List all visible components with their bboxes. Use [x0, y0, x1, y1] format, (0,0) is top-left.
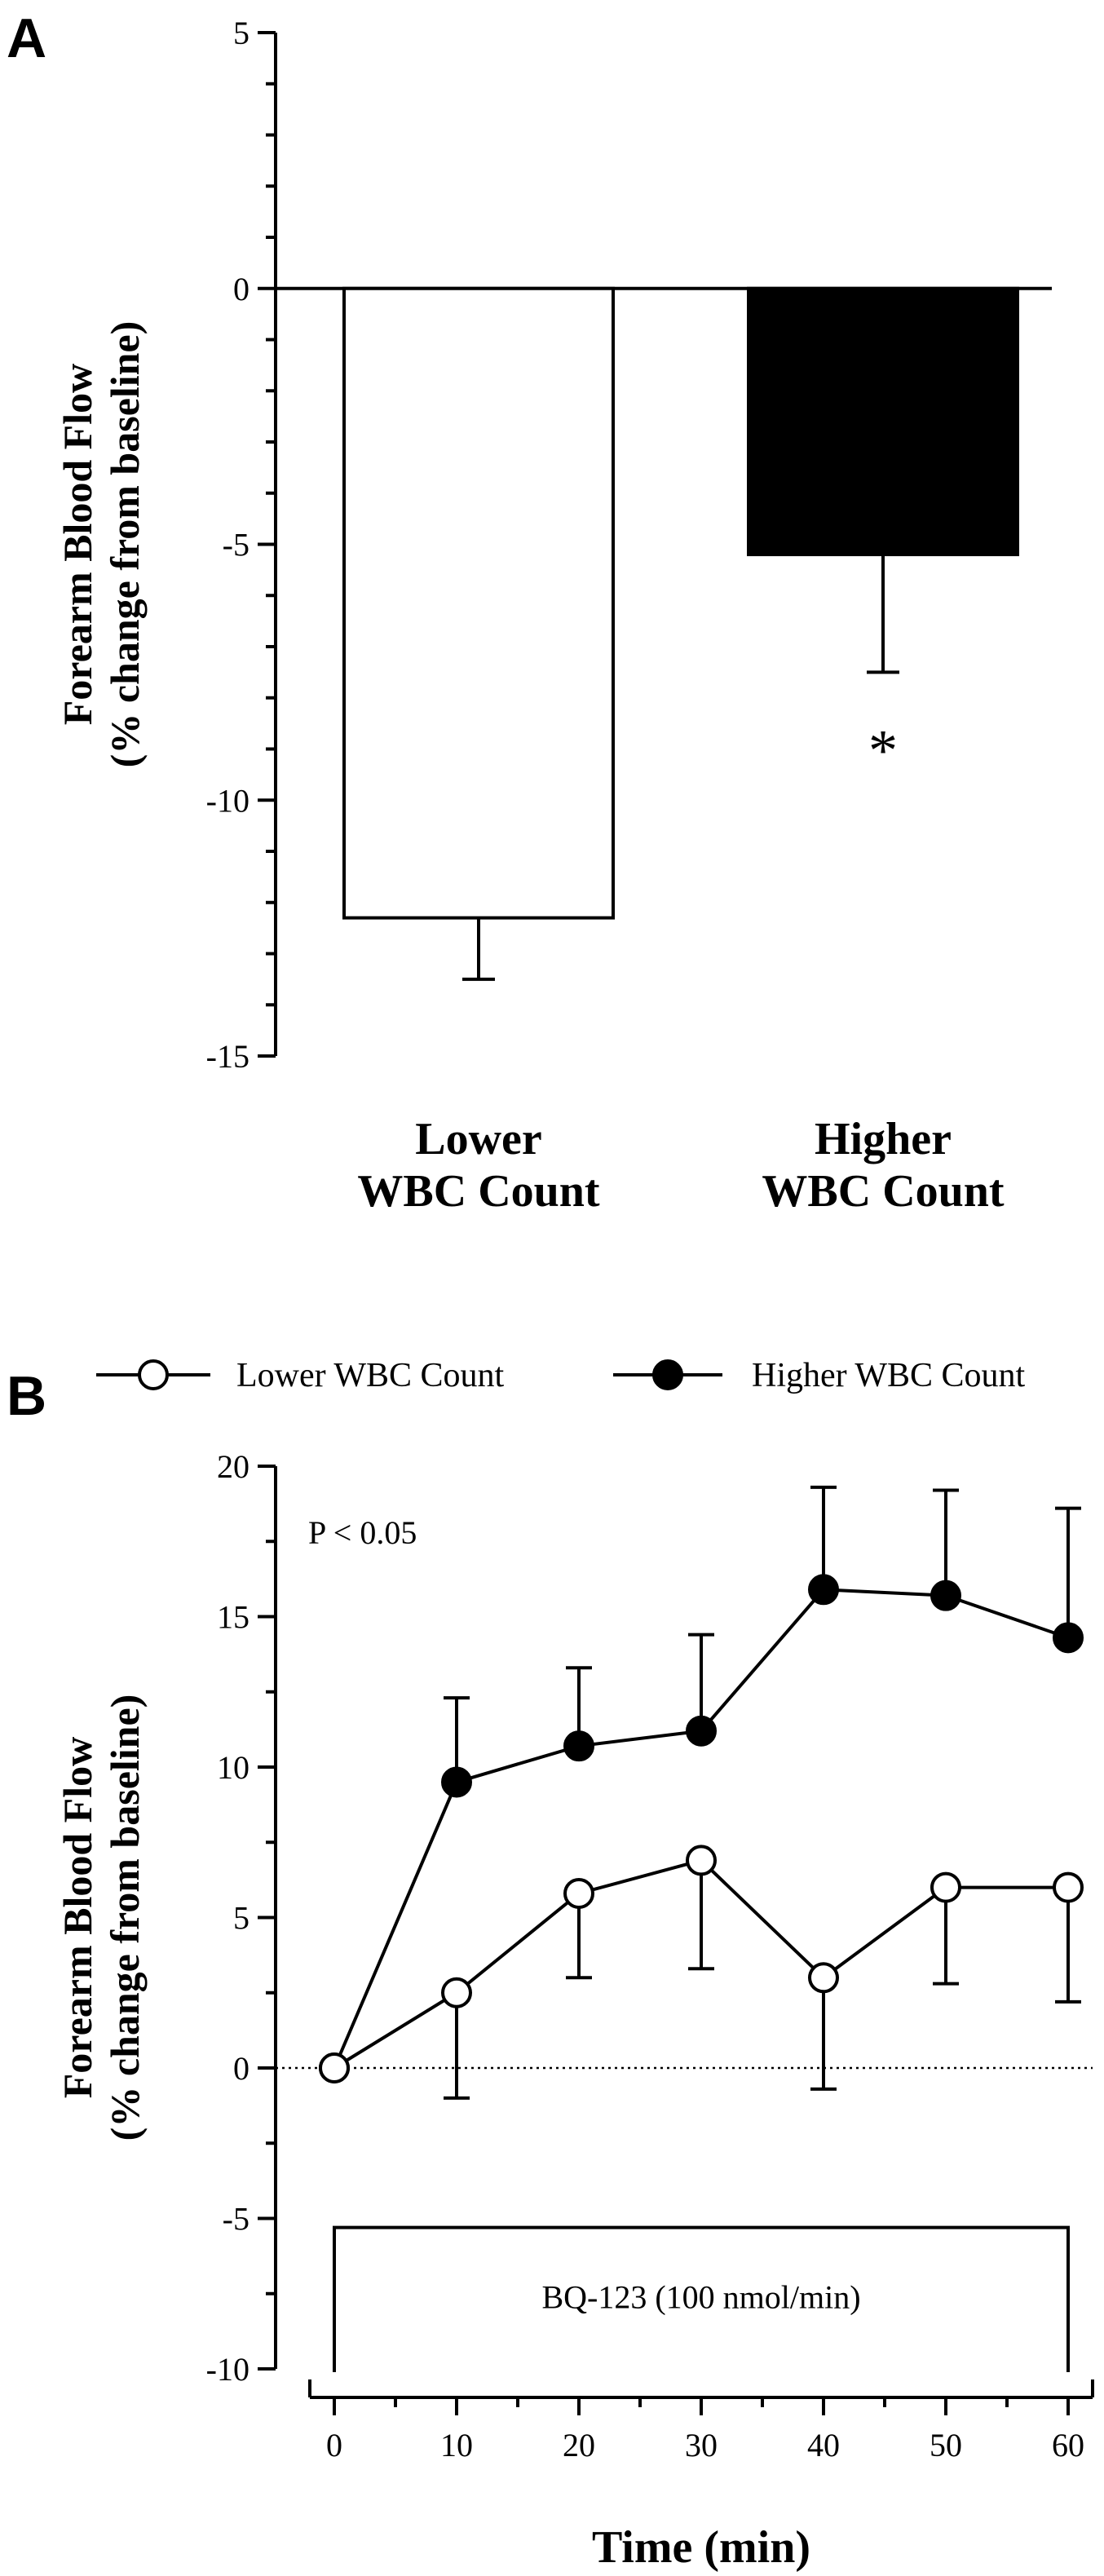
y-axis-label: Forearm Blood Flow (% change from baselin…	[55, 1695, 148, 2141]
category-label: Lower	[415, 1114, 542, 1164]
panel-a-letter: A	[7, 7, 46, 69]
x-tick-label: 0	[326, 2427, 342, 2463]
x-tick-label: 60	[1052, 2427, 1084, 2463]
legend-label: Higher WBC Count	[752, 1357, 1026, 1394]
data-point-lower-wbc	[808, 1962, 839, 1994]
bar	[747, 286, 1019, 557]
data-point-lower-wbc	[1053, 1871, 1084, 1903]
y-tick-label: -5	[223, 2201, 250, 2238]
bar	[342, 286, 615, 920]
y-tick-label: 0	[233, 271, 250, 307]
data-point-higher-wbc	[563, 1730, 594, 1762]
data-point-higher-wbc	[1053, 1622, 1084, 1654]
data-point-lower-wbc	[319, 2052, 350, 2083]
infusion-box	[333, 2225, 1070, 2372]
y-axis-label-line: Forearm Blood Flow	[55, 1737, 100, 2098]
y-axis-label-line: (% change from baseline)	[102, 1695, 148, 2141]
x-tick-label: 50	[930, 2427, 962, 2463]
x-tick-label: 10	[440, 2427, 473, 2463]
data-point-lower-wbc	[441, 1977, 472, 2008]
legend-label: Lower WBC Count	[236, 1357, 505, 1394]
y-tick-label: -10	[206, 782, 250, 819]
y-tick-label: 10	[217, 1749, 250, 1786]
x-tick-label: 20	[563, 2427, 595, 2463]
data-point-higher-wbc	[686, 1715, 717, 1747]
y-axis-label-line: Forearm Blood Flow	[55, 364, 100, 725]
y-tick-label: 20	[217, 1448, 250, 1485]
data-point-lower-wbc	[563, 1877, 594, 1909]
x-tick-label: 30	[685, 2427, 718, 2463]
y-tick-label: -10	[206, 2351, 250, 2388]
category-label: WBC Count	[357, 1166, 600, 1217]
p-value-annotation: P < 0.05	[308, 1514, 417, 1551]
panel-b-letter: B	[7, 1365, 46, 1427]
y-tick-label: -15	[206, 1038, 250, 1075]
y-tick-label: 5	[233, 1900, 250, 1937]
category-label: Higher	[815, 1114, 952, 1164]
infusion-label: BQ-123 (100 nmol/min)	[541, 2278, 860, 2315]
y-axis-label: Forearm Blood Flow (% change from baselin…	[55, 321, 148, 768]
x-tick-label: 40	[807, 2427, 840, 2463]
legend-marker-lower	[138, 1359, 169, 1390]
y-tick-label: -5	[223, 527, 250, 563]
data-point-higher-wbc	[930, 1580, 961, 1611]
legend-marker-higher	[652, 1359, 683, 1390]
data-point-higher-wbc	[441, 1766, 472, 1798]
x-axis-label: Time (min)	[592, 2522, 810, 2573]
data-point-higher-wbc	[808, 1574, 839, 1606]
data-point-lower-wbc	[930, 1871, 961, 1903]
significance-marker: *	[868, 718, 898, 783]
category-label: WBC Count	[762, 1166, 1005, 1217]
y-tick-label: 15	[217, 1599, 250, 1636]
data-point-lower-wbc	[686, 1845, 717, 1876]
y-axis-label-line: (% change from baseline)	[102, 321, 148, 768]
y-tick-label: 0	[233, 2050, 250, 2087]
y-tick-label: 5	[233, 15, 250, 51]
